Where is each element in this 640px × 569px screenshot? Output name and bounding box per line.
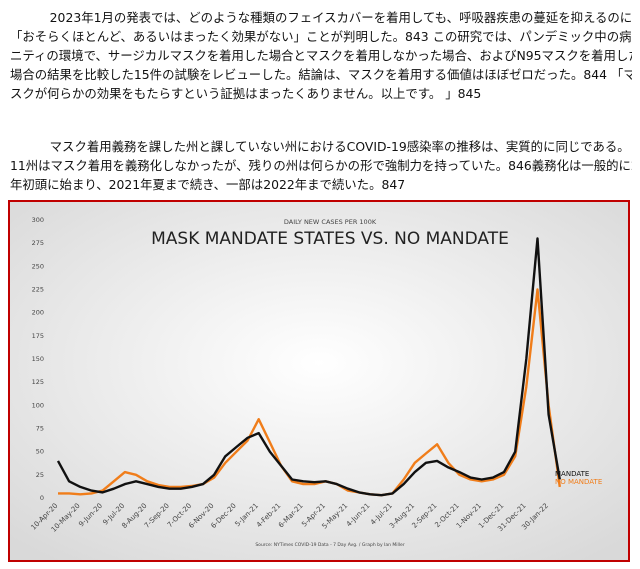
- document: 2023年1月の発表では、どのような種類のフェイスカバーを着用しても、呼吸器疾患…: [10, 8, 632, 194]
- y-tick-label: 250: [32, 262, 44, 270]
- y-tick-label: 275: [32, 239, 44, 247]
- chart-subtitle: DAILY NEW CASES PER 100K: [284, 218, 377, 226]
- chart-frame: DAILY NEW CASES PER 100K MASK MANDATE ST…: [8, 200, 630, 562]
- text-line: 2023年1月の発表では、どのような種類のフェイスカバーを着用しても、呼吸器疾患…: [49, 10, 632, 25]
- text-line: 11州はマスク着用を義務化しなかったが、残りの州は何らかの形で強制力を持っていた…: [10, 158, 632, 173]
- text-line: 場合の結果を比較した15件の試験をレビューした。結論は、マスクを着用する価値はほ…: [10, 67, 632, 82]
- y-tick-label: 200: [32, 309, 44, 317]
- legend-label: MANDATE: [555, 470, 589, 478]
- text-line: 「おそらくほとんど、あるいはまったく効果がない」ことが判明した。843 この研究…: [10, 29, 632, 44]
- chart-source: Source: NYTimes COVID-19 Data - 7 Day Av…: [255, 542, 404, 548]
- y-tick-label: 125: [32, 378, 44, 386]
- y-tick-label: 75: [36, 425, 44, 433]
- y-tick-label: 225: [32, 286, 44, 294]
- paragraph: 2023年1月の発表では、どのような種類のフェイスカバーを着用しても、呼吸器疾患…: [10, 8, 632, 103]
- text-line: ニティの環境で、サージカルマスクを着用した場合とマスクを着用しなかった場合、およ…: [10, 48, 632, 63]
- legend-label: NO MANDATE: [555, 478, 602, 486]
- y-tick-label: 150: [32, 355, 44, 363]
- text-line: 年初頭に始まり、2021年夏まで続き、一部は2022年まで続いた。847: [10, 177, 406, 192]
- chart: DAILY NEW CASES PER 100K MASK MANDATE ST…: [10, 202, 628, 560]
- y-tick-label: 175: [32, 332, 44, 340]
- text-line: マスク着用義務を課した州と課していない州におけるCOVID-19感染率の推移は、…: [49, 139, 630, 154]
- chart-title: MASK MANDATE STATES VS. NO MANDATE: [151, 229, 509, 249]
- chart-background: [10, 202, 628, 560]
- y-tick-label: 0: [40, 494, 44, 502]
- y-tick-label: 50: [36, 448, 44, 456]
- y-tick-label: 100: [32, 401, 44, 409]
- series-line: [58, 288, 561, 497]
- text-line: スクが何らかの効果をもたらすという証拠はまったくありません。以上です。 」845: [10, 86, 482, 101]
- paragraph: マスク着用義務を課した州と課していない州におけるCOVID-19感染率の推移は、…: [10, 137, 632, 194]
- series-line: [56, 237, 561, 497]
- y-tick-label: 25: [36, 471, 44, 479]
- y-tick-label: 300: [32, 216, 44, 224]
